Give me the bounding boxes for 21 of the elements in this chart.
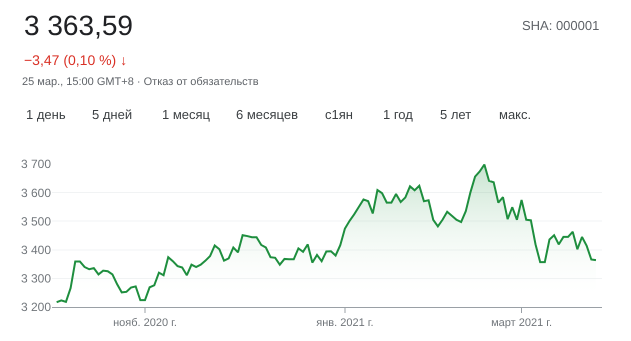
text: 6 месяцев: [236, 107, 298, 122]
y-tick-label: 3 700: [20, 157, 52, 172]
text: макс.: [499, 107, 532, 122]
y-tick-label: 3 400: [20, 243, 52, 257]
x-tick-label: янв. 2021 г.: [316, 317, 374, 330]
y-tick-label: 3 200: [20, 300, 52, 314]
x-tick-label: март 2021 г.: [491, 317, 552, 330]
text: 5 дней: [92, 107, 132, 122]
text: с1ян: [325, 107, 353, 122]
x-tick-label: нояб. 2020 г.: [113, 317, 177, 330]
y-tick-label: 3 600: [20, 186, 52, 200]
text: SHA: 000001: [522, 18, 600, 33]
chart-subtitle: −3,47 (0,10 %) ↓: [24, 52, 128, 68]
y-tick-label: 3 300: [20, 272, 52, 286]
text: 5 лет: [440, 107, 472, 122]
text: 1 месяц: [162, 107, 211, 122]
text: 1 год: [383, 107, 414, 122]
chart-title: 3 363,59: [24, 10, 133, 41]
y-tick-label: 3 500: [20, 214, 52, 228]
text: 1 день: [26, 107, 66, 122]
text: 25 мар., 15:00 GMT+8 · Отказ от обязательств: [22, 76, 259, 88]
